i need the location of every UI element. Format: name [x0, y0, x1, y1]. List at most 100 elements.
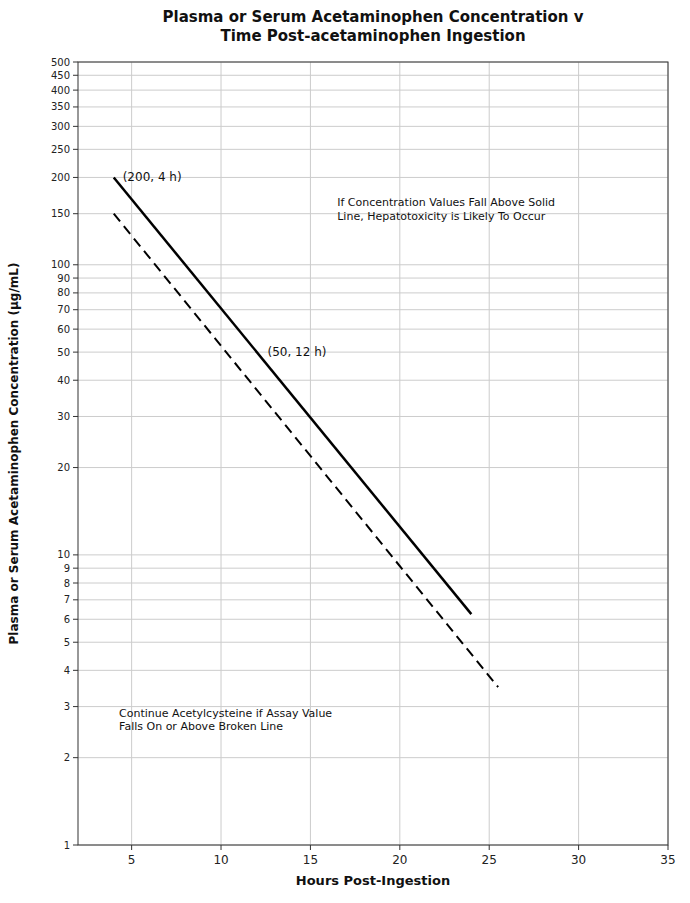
chart: 5101520253035123456789102030405060708090… — [0, 0, 690, 903]
y-tick — [73, 416, 78, 417]
y-tick — [73, 670, 78, 671]
y-tick — [73, 706, 78, 707]
y-tick — [73, 62, 78, 63]
y-grid-line — [78, 583, 668, 584]
y-tick — [73, 213, 78, 214]
y-tick-label: 8 — [64, 578, 70, 589]
y-tick-label: 4 — [64, 665, 70, 676]
x-tick-label: 25 — [482, 853, 497, 867]
y-tick — [73, 642, 78, 643]
grid — [78, 62, 668, 845]
annotations: (200, 4 h) (50, 12 h) If Concentration Val… — [119, 170, 555, 733]
annotation: (50, 12 h) — [268, 345, 327, 359]
y-tick-label: 450 — [51, 70, 70, 81]
y-axis-label: Plasma or Serum Acetaminophen Concentrat… — [7, 263, 21, 645]
x-tick-label: 20 — [392, 853, 407, 867]
y-tick — [73, 264, 78, 265]
y-tick-label: 2 — [64, 752, 70, 763]
y-grid-line — [78, 149, 668, 150]
y-tick — [73, 757, 78, 758]
y-tick — [73, 149, 78, 150]
y-tick-label: 90 — [57, 273, 70, 284]
y-tick-label: 1 — [64, 840, 70, 851]
y-tick — [73, 583, 78, 584]
y-tick-label: 350 — [51, 101, 70, 112]
x-grid-line — [310, 62, 311, 845]
y-tick-label: 20 — [57, 462, 70, 473]
solid-line — [114, 177, 472, 614]
y-grid-line — [78, 757, 668, 758]
y-tick — [73, 845, 78, 846]
x-tick — [668, 845, 669, 850]
y-grid-line — [78, 292, 668, 293]
y-tick-label: 400 — [51, 85, 70, 96]
y-tick-label: 200 — [51, 172, 70, 183]
x-tick-label: 30 — [571, 853, 586, 867]
y-tick — [73, 90, 78, 91]
y-tick-label: 500 — [51, 57, 70, 68]
y-tick-label: 300 — [51, 121, 70, 132]
y-tick-label: 50 — [57, 347, 70, 358]
y-tick-label: 80 — [57, 287, 70, 298]
y-tick-label: 40 — [57, 375, 70, 386]
y-tick — [73, 599, 78, 600]
x-tick — [578, 845, 579, 850]
y-grid-line — [78, 380, 668, 381]
y-tick — [73, 554, 78, 555]
y-grid-line — [78, 642, 668, 643]
y-grid-line — [78, 90, 668, 91]
y-tick — [73, 278, 78, 279]
x-tick-label: 35 — [660, 853, 675, 867]
x-grid-line — [578, 62, 579, 845]
x-axis-label: Hours Post-Ingestion — [296, 873, 450, 888]
y-tick-label: 60 — [57, 324, 70, 335]
axes: 5101520253035123456789102030405060708090… — [51, 57, 676, 868]
x-tick — [131, 845, 132, 850]
y-tick — [73, 309, 78, 310]
x-tick — [221, 845, 222, 850]
x-tick-label: 5 — [128, 853, 136, 867]
y-grid-line — [78, 352, 668, 353]
x-grid-line — [489, 62, 490, 845]
x-tick — [399, 845, 400, 850]
x-grid-line — [399, 62, 400, 845]
plot-frame — [78, 62, 668, 845]
y-tick-label: 30 — [57, 411, 70, 422]
y-tick — [73, 106, 78, 107]
y-grid-line — [78, 416, 668, 417]
y-grid-line — [78, 568, 668, 569]
y-tick — [73, 467, 78, 468]
y-tick — [73, 126, 78, 127]
annotation: Continue Acetylcysteine if Assay ValueFa… — [119, 707, 332, 733]
y-tick — [73, 292, 78, 293]
y-grid-line — [78, 126, 668, 127]
y-grid-line — [78, 554, 668, 555]
y-grid-line — [78, 599, 668, 600]
x-tick — [310, 845, 311, 850]
y-grid-line — [78, 670, 668, 671]
y-tick — [73, 352, 78, 353]
x-tick — [489, 845, 490, 850]
y-tick — [73, 177, 78, 178]
y-tick-label: 6 — [64, 614, 70, 625]
y-tick-label: 3 — [64, 701, 70, 712]
x-tick-label: 15 — [303, 853, 318, 867]
y-grid-line — [78, 309, 668, 310]
annotation: (200, 4 h) — [123, 170, 182, 184]
y-grid-line — [78, 106, 668, 107]
dashed-line — [114, 214, 498, 687]
y-grid-line — [78, 329, 668, 330]
y-grid-line — [78, 619, 668, 620]
x-tick-label: 10 — [213, 853, 228, 867]
annotation: If Concentration Values Fall Above Solid… — [337, 196, 555, 222]
y-grid-line — [78, 467, 668, 468]
y-tick — [73, 568, 78, 569]
y-tick-label: 250 — [51, 144, 70, 155]
y-tick-label: 9 — [64, 563, 70, 574]
y-tick-label: 70 — [57, 304, 70, 315]
y-tick-label: 7 — [64, 594, 70, 605]
y-tick-label: 10 — [57, 549, 70, 560]
y-tick — [73, 329, 78, 330]
series-group — [114, 177, 498, 687]
y-grid-line — [78, 75, 668, 76]
